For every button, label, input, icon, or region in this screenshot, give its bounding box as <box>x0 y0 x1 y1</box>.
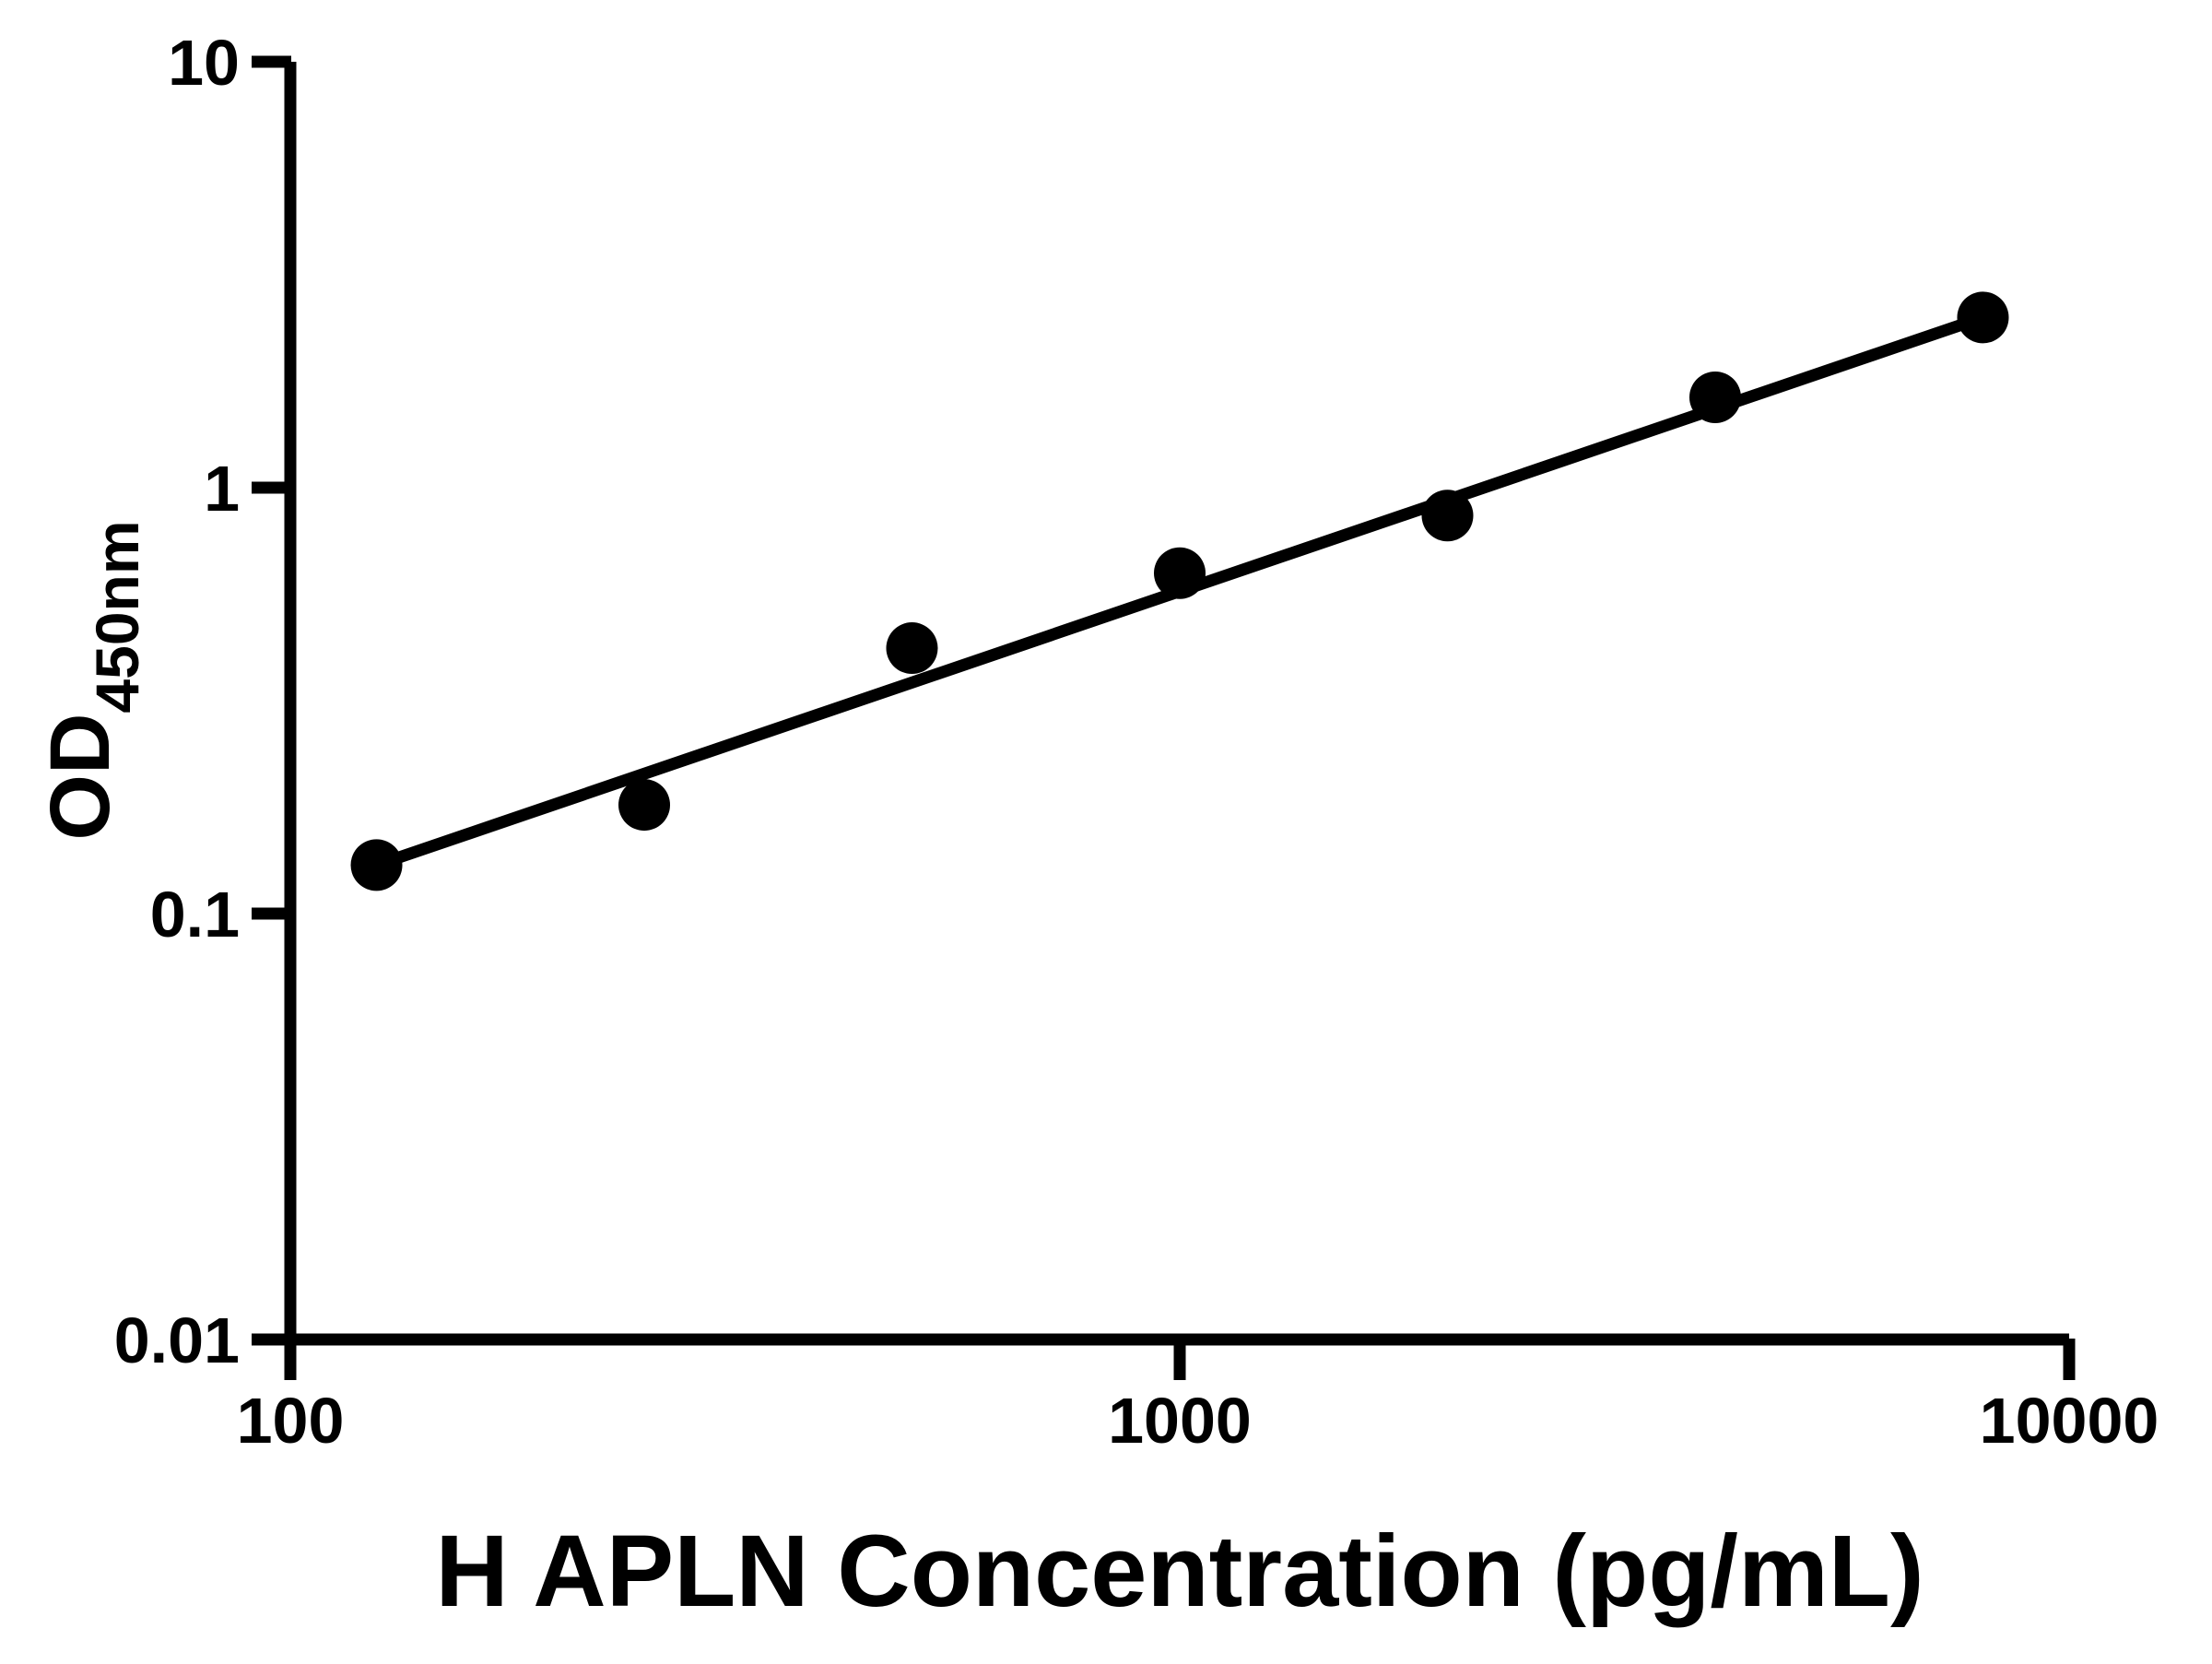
y-ticks: 10 1 0.1 0.01 <box>114 27 291 1376</box>
y-tick-label: 0.01 <box>114 1304 240 1376</box>
x-tick-label: 100 <box>237 1385 345 1457</box>
y-axis-title-main: OD <box>33 714 127 841</box>
data-point <box>618 779 671 832</box>
data-point <box>1154 547 1206 599</box>
x-ticks: 100 1000 10000 <box>237 1339 2159 1457</box>
data-point <box>350 839 403 891</box>
y-axis-title: OD450nm <box>33 520 151 840</box>
y-tick-label: 0.1 <box>150 879 240 950</box>
data-point <box>1688 371 1741 423</box>
x-axis-title: H APLN Concentration (pg/mL) <box>435 1515 1924 1628</box>
x-tick-label: 1000 <box>1108 1385 1252 1457</box>
y-axis-title-subscript: 450nm <box>83 520 151 713</box>
data-point <box>1957 291 2009 344</box>
data-point <box>1421 490 1474 542</box>
axes-spine <box>284 62 2069 1346</box>
x-tick-label: 10000 <box>1980 1385 2159 1457</box>
y-tick-label: 10 <box>168 27 240 99</box>
y-tick-label: 1 <box>204 453 240 525</box>
data-points <box>350 291 2009 891</box>
data-point <box>886 622 938 675</box>
